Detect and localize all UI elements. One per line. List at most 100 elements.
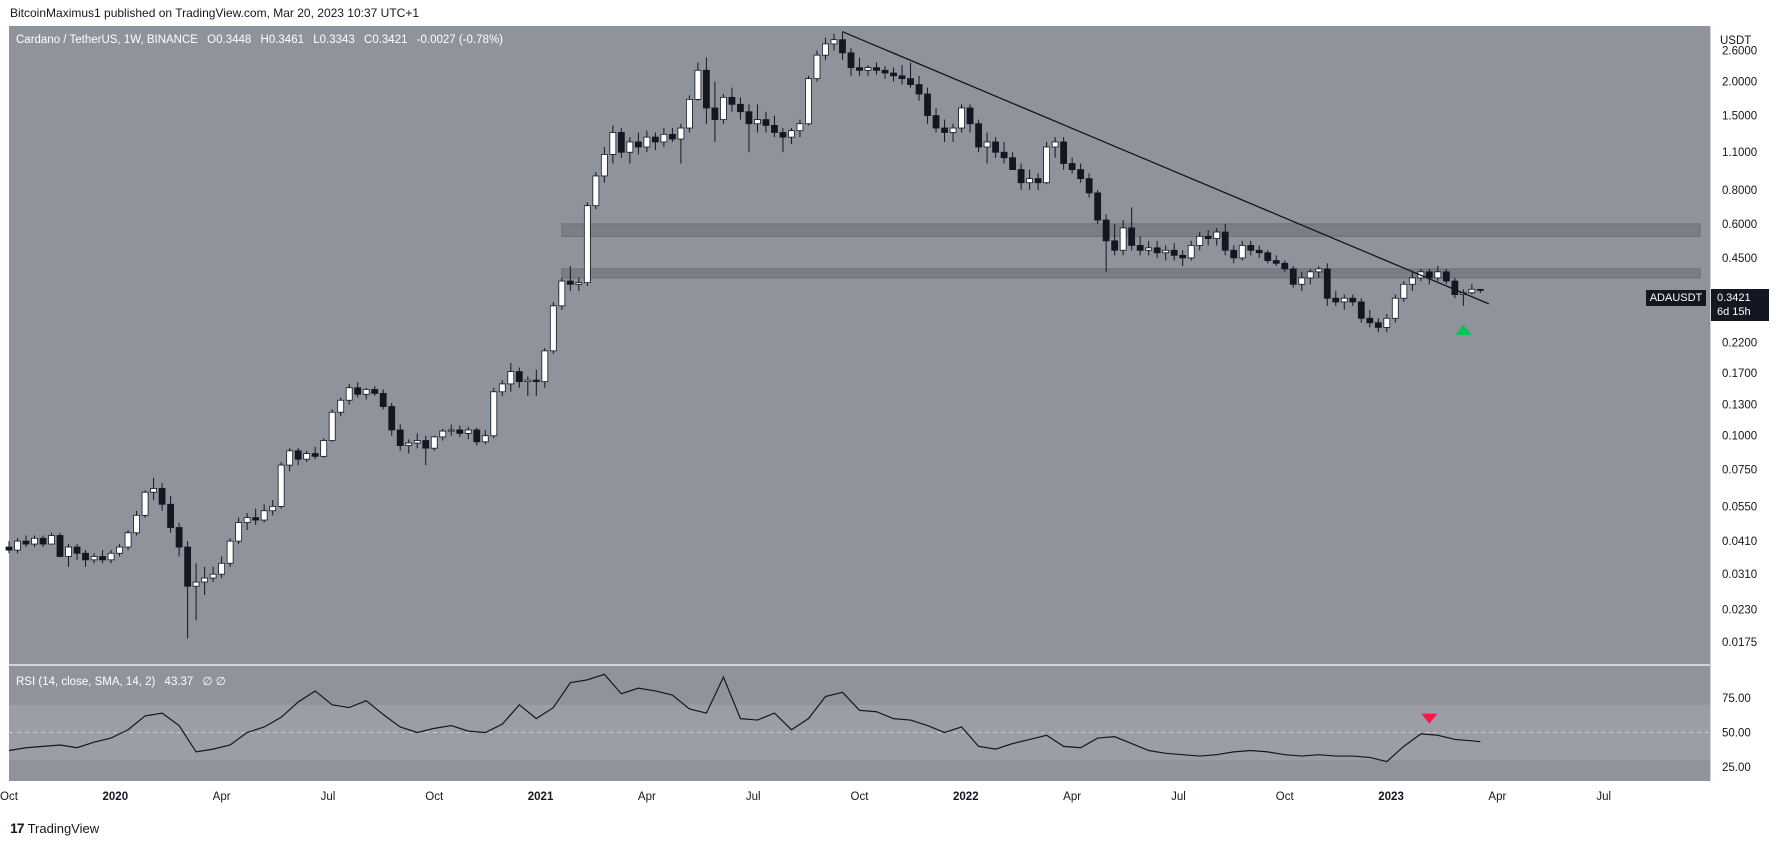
candle-body: [634, 141, 642, 148]
candle-body: [218, 562, 226, 575]
candle-body: [345, 387, 353, 401]
candle-body: [141, 491, 149, 516]
candle-body: [592, 175, 600, 207]
candle-body: [413, 440, 421, 444]
candle-body: [133, 514, 140, 534]
change-value: -0.0027 (-0.78%): [416, 34, 503, 46]
candle-body: [694, 69, 702, 100]
close-value: 0.3421: [372, 34, 408, 46]
candle-body: [1391, 297, 1399, 319]
candle-body: [56, 535, 64, 557]
candle-body: [1077, 169, 1085, 180]
candle-body: [932, 115, 940, 129]
candle-body: [490, 391, 498, 437]
price-tick-label: 1.5000: [1722, 111, 1757, 123]
price-pane[interactable]: [9, 26, 1710, 664]
candle-body: [609, 132, 617, 155]
candle-body: [269, 505, 277, 512]
candle-body: [686, 98, 693, 129]
candle-body: [1383, 317, 1391, 328]
candle-body: [473, 429, 481, 443]
candle-body: [447, 429, 455, 432]
trendline: [842, 31, 1490, 305]
price-tick-label: 0.4500: [1722, 253, 1757, 265]
price-tick-label: 0.0310: [1722, 569, 1757, 581]
candle-body: [90, 556, 98, 561]
candle-body: [1111, 240, 1119, 251]
candle-body: [890, 72, 897, 77]
candle-body: [39, 537, 47, 545]
open-value: 0.3448: [216, 34, 252, 46]
candle-body: [209, 573, 217, 579]
candle-body: [1230, 249, 1238, 259]
candle-body: [1221, 231, 1229, 251]
candle-body: [1000, 151, 1008, 159]
candle-body: [1272, 260, 1280, 264]
candle-body: [192, 581, 200, 587]
time-tick-label: Apr: [1063, 791, 1081, 803]
rsi-extra: ∅ ∅: [202, 676, 226, 688]
candle-body: [762, 119, 770, 126]
candle-body: [864, 67, 872, 71]
symbol-legend: Cardano / TetherUS, 1W, BINANCE O0.3448 …: [16, 34, 503, 46]
price-tick-label: 0.0410: [1722, 536, 1757, 548]
candle-body: [1196, 235, 1204, 246]
candle-body: [856, 67, 863, 71]
candle-body: [158, 488, 166, 505]
candle-body: [303, 453, 311, 460]
rsi-tick-label: 50.00: [1722, 728, 1751, 740]
candle-body: [260, 510, 268, 521]
price-tick-label: 1.1000: [1722, 147, 1757, 159]
price-tick-label: 0.0230: [1722, 604, 1757, 616]
candle-body: [1332, 297, 1340, 303]
candle-body: [1340, 297, 1348, 303]
candle-body: [703, 69, 710, 109]
candle-body: [626, 141, 634, 153]
candle-body: [1085, 178, 1093, 194]
candle-body: [1349, 297, 1357, 303]
candle-body: [583, 205, 591, 284]
low-value: 0.3343: [319, 34, 355, 46]
candle-body: [558, 280, 566, 307]
candle-body: [226, 540, 234, 564]
candle-body: [252, 517, 260, 521]
price-tick-label: 2.0000: [1722, 77, 1757, 89]
candle-body: [839, 39, 846, 54]
candle-body: [1323, 268, 1331, 299]
price-tick-label: 2.6000: [1722, 46, 1757, 58]
candle-body: [532, 379, 540, 383]
time-tick-label: Jul: [321, 791, 336, 803]
candle-body: [1425, 271, 1433, 279]
candle-body: [481, 435, 489, 443]
candle-body: [1204, 235, 1212, 239]
candle-body: [1068, 163, 1076, 170]
price-tick-label: 0.6000: [1722, 219, 1757, 231]
rsi-line: [8, 673, 1481, 763]
candle-body: [379, 393, 387, 407]
time-tick-label: 2023: [1378, 791, 1404, 803]
candle-body: [1153, 247, 1161, 254]
candle-body: [975, 123, 982, 148]
candle-body: [1026, 178, 1033, 184]
candle-body: [337, 399, 345, 413]
candle-body: [1238, 245, 1246, 259]
candle-body: [1102, 219, 1110, 242]
zone-0: [561, 268, 1701, 279]
bar-countdown: 6d 15h: [1717, 306, 1751, 318]
candle-body: [600, 154, 608, 177]
time-tick-label: Oct: [1276, 791, 1295, 803]
candle-body: [235, 522, 243, 542]
candle-body: [779, 132, 787, 138]
pane-divider[interactable]: [9, 664, 1777, 666]
candle-body: [1374, 322, 1382, 328]
price-axis[interactable]: [1710, 26, 1777, 782]
candle-body: [1476, 288, 1484, 291]
candle-body: [1442, 271, 1450, 282]
candle-body: [31, 537, 38, 545]
time-tick-label: Jul: [1171, 791, 1186, 803]
candle-body: [788, 130, 795, 138]
candle-body: [175, 527, 183, 548]
candle-body: [1264, 252, 1272, 261]
candle-body: [1119, 227, 1127, 251]
candle-body: [873, 67, 880, 71]
